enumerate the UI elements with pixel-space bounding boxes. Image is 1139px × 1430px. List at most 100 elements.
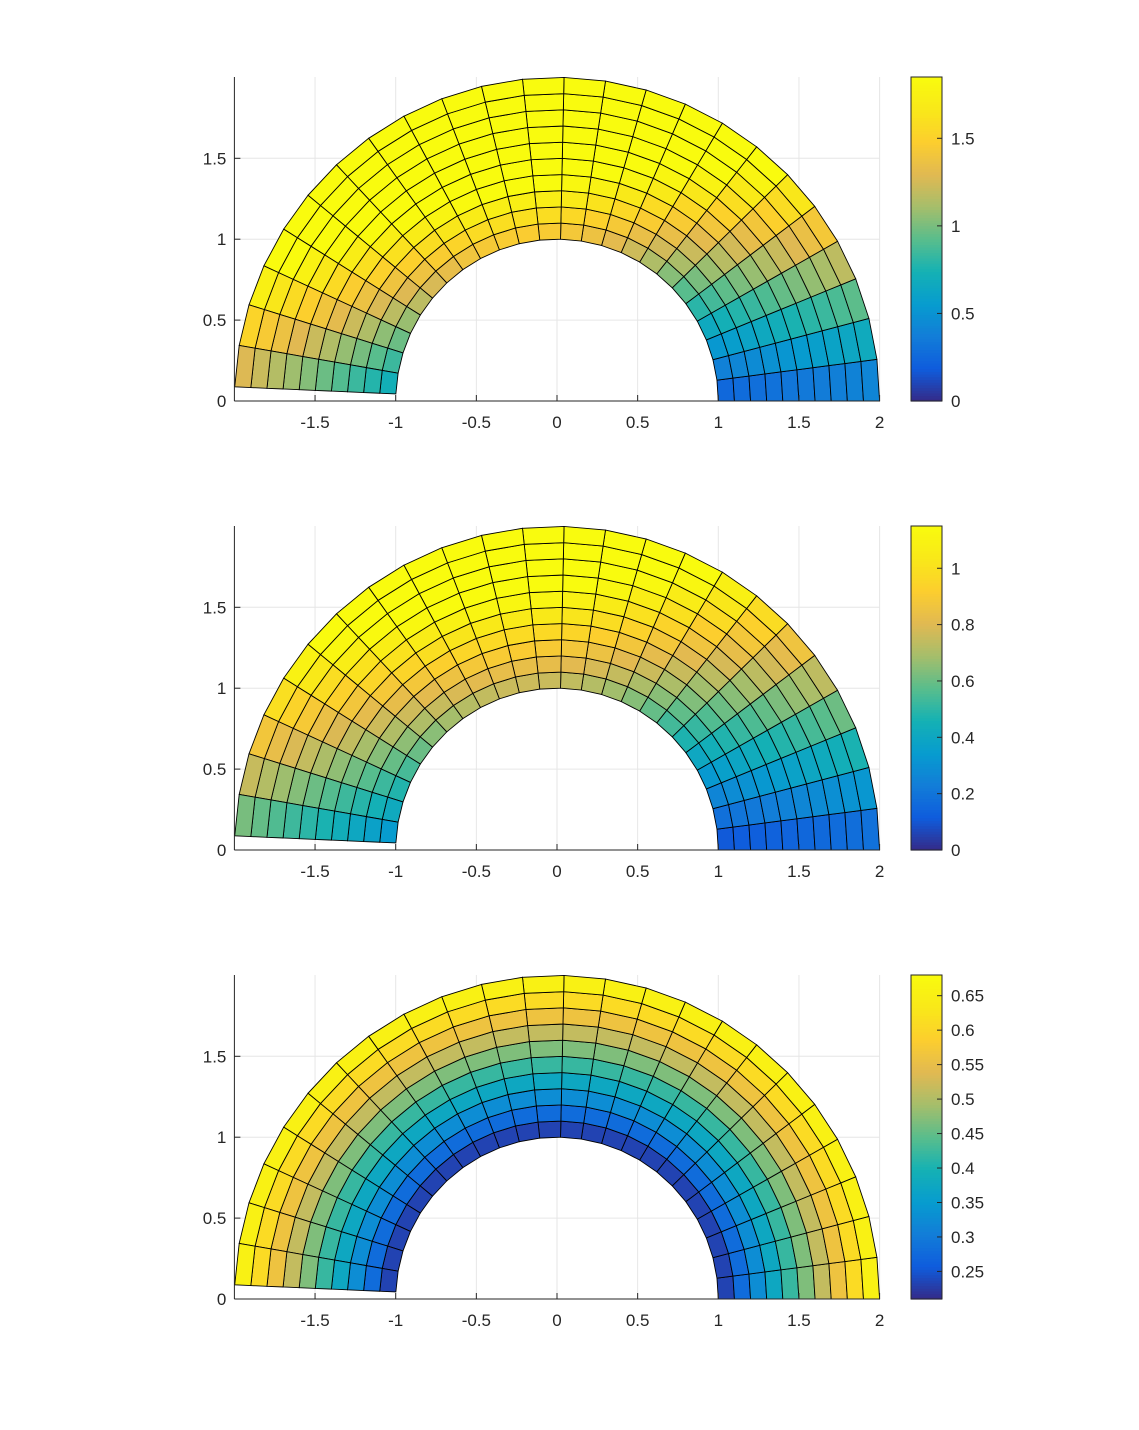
colorbar-step — [911, 728, 942, 732]
mesh-cell — [844, 1258, 864, 1300]
colorbar-step — [911, 1047, 942, 1052]
colorbar-step — [911, 774, 942, 778]
colorbar-step — [911, 220, 942, 224]
colorbar-step — [911, 623, 942, 627]
colorbar-step — [911, 609, 942, 613]
mesh-cell — [844, 360, 864, 402]
colorbar-step — [911, 149, 942, 154]
colorbar-step — [911, 1250, 942, 1254]
colorbar-step — [911, 598, 942, 603]
colorbar-step — [911, 796, 942, 800]
colorbar-step — [911, 276, 942, 281]
y-tick-label: 1 — [217, 230, 226, 249]
colorbar-step — [911, 706, 942, 711]
x-tick-label: -0.5 — [462, 862, 491, 881]
colorbar-step — [911, 717, 942, 721]
colorbar-step — [911, 1126, 942, 1130]
colorbar-step — [911, 155, 942, 159]
mesh-cell — [363, 367, 383, 394]
colorbar-step — [911, 1220, 942, 1224]
colorbar-step — [911, 298, 942, 302]
colorbar-step — [911, 582, 942, 586]
colorbar-step — [911, 1120, 942, 1125]
colorbar-step — [911, 1056, 942, 1060]
colorbar-step — [911, 588, 942, 592]
mesh-cell — [860, 807, 881, 851]
mesh-cell — [537, 671, 562, 690]
x-tick-label: 0.5 — [626, 413, 650, 432]
colorbar-step — [911, 1134, 942, 1138]
mesh-cell — [563, 525, 607, 547]
colorbar-step — [911, 569, 942, 573]
y-tick-label: 0 — [217, 392, 226, 411]
colorbar-step — [911, 526, 942, 530]
colorbar-step — [911, 1266, 942, 1270]
colorbar-step — [911, 988, 942, 992]
colorbar-step — [911, 1085, 942, 1089]
colorbar-step — [911, 1118, 942, 1122]
colorbar-step — [911, 1142, 942, 1146]
colorbar-step — [911, 349, 942, 353]
colorbar-step — [911, 977, 942, 981]
colorbar-step — [911, 1139, 942, 1143]
colorbar-step — [911, 563, 942, 568]
mesh-cell — [796, 367, 816, 402]
colorbar-step — [911, 750, 942, 754]
colorbar-step — [911, 201, 942, 205]
colorbar-step — [911, 1083, 942, 1087]
colorbar-step — [911, 996, 942, 1000]
colorbar-step — [911, 785, 942, 789]
colorbar-step — [911, 104, 942, 108]
colorbar-step — [911, 244, 942, 248]
colorbar-step — [911, 661, 942, 665]
colorbar-step — [911, 152, 942, 156]
colorbar-step — [911, 233, 942, 237]
colorbar-step — [911, 644, 942, 649]
colorbar-step — [911, 1174, 942, 1179]
colorbar-step — [911, 696, 942, 700]
colorbar: 0 0.2 0.4 0.6 0.8 1 — [910, 525, 975, 860]
mesh-cell — [537, 1120, 562, 1139]
panel-top: -1.5 -1 -0.5 0 0.5 1 1.5 2 0 0.5 1 1.5 0 0.5 1 1.5 — [203, 76, 975, 432]
colorbar-step — [911, 1280, 942, 1284]
colorbar-step — [911, 360, 942, 364]
colorbar-step — [911, 561, 942, 565]
colorbar-step — [911, 293, 942, 297]
colorbar-step — [911, 1263, 942, 1268]
mesh-cell — [748, 373, 768, 402]
colorbar-step — [911, 736, 942, 740]
colorbar-step — [911, 531, 942, 535]
colorbar-tick-label: 0.3 — [951, 1228, 975, 1247]
colorbar-step — [911, 347, 942, 351]
mesh-cell — [748, 822, 768, 851]
x-tick-label: 0.5 — [626, 1311, 650, 1330]
mesh-cell — [560, 671, 585, 691]
colorbar-step — [911, 171, 942, 175]
colorbar-step — [911, 634, 942, 638]
colorbar-step — [911, 663, 942, 667]
colorbar-tick-label: 1.5 — [951, 129, 975, 148]
colorbar-step — [911, 90, 942, 94]
mesh-cell — [780, 369, 800, 402]
mesh-cell — [379, 818, 399, 844]
colorbar-step — [911, 993, 942, 998]
colorbar-step — [911, 1269, 942, 1273]
colorbar-step — [911, 1131, 942, 1135]
colorbar-step — [911, 106, 942, 110]
colorbar-step — [911, 1212, 942, 1216]
colorbar-tick-label: 0.8 — [951, 616, 975, 635]
colorbar-step — [911, 725, 942, 730]
colorbar-step — [911, 655, 942, 659]
colorbar-step — [911, 669, 942, 673]
x-tick-label: -0.5 — [462, 1311, 491, 1330]
mesh-cell — [560, 1120, 585, 1140]
colorbar-step — [911, 1058, 942, 1062]
colorbar-step — [911, 328, 942, 332]
colorbar-step — [911, 274, 942, 278]
mesh-cell — [560, 190, 590, 210]
colorbar-step — [911, 1093, 942, 1098]
colorbar-step — [911, 1288, 942, 1292]
mesh-cell — [732, 824, 752, 851]
colorbar-step — [911, 114, 942, 119]
colorbar-step — [911, 79, 942, 83]
